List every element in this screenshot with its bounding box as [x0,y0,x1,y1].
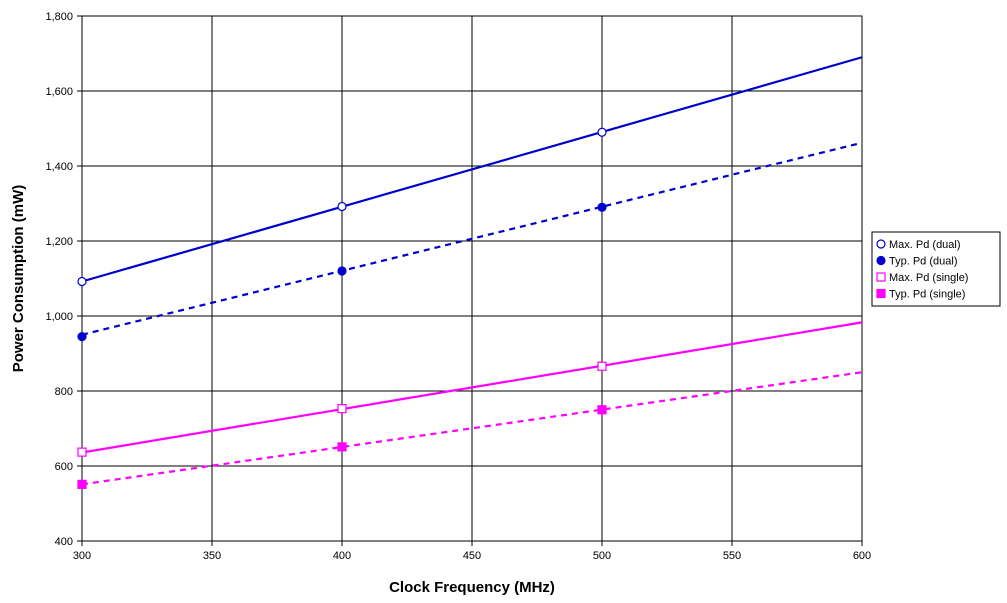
x-axis-ticks: 300 350 400 450 500 550 600 [73,541,871,562]
data-point-max-pd-single [597,361,607,371]
y-tick-label: 1,000 [45,311,73,323]
data-point-typ-pd-single [337,442,347,452]
x-tick-label: 500 [593,550,611,562]
legend-box [871,231,1001,307]
data-point-max-pd-dual [597,127,607,137]
series-max-pd-single [77,321,863,457]
data-point-typ-pd-dual [77,332,87,342]
x-tick-label: 450 [463,550,481,562]
data-point-max-pd-single [337,404,347,414]
y-tick-label: 600 [55,461,73,473]
data-point-typ-pd-dual [337,266,347,276]
y-tick-label: 1,800 [45,11,73,23]
data-point-max-pd-dual [77,276,87,287]
legend: Max. Pd (dual) Typ. Pd (dual) Max. Pd (sin… [871,231,1001,307]
x-tick-label: 550 [723,550,741,562]
x-tick-label: 350 [203,550,221,562]
data-point-typ-pd-single [597,405,607,415]
y-tick-label: 1,400 [45,161,73,173]
legend-label-typ-pd-single: Typ. Pd (single) [889,289,965,301]
legend-label-typ-pd-dual: Typ. Pd (dual) [889,256,957,268]
trend-line-typ-pd-dual [81,141,863,336]
y-axis-ticks: 400 600 800 1,000 1,200 1,400 1,600 1,800 [45,11,82,548]
x-tick-label: 300 [73,550,91,562]
legend-marker-max-pd-dual [876,239,886,249]
legend-label-max-pd-dual: Max. Pd (dual) [889,239,961,251]
legend-marker-max-pd-single [876,272,886,282]
x-tick-label: 600 [853,550,871,562]
legend-label-max-pd-single: Max. Pd (single) [889,272,968,284]
series-layer [77,56,863,489]
legend-marker-typ-pd-dual [876,255,886,266]
data-point-typ-pd-single [77,479,87,489]
y-tick-label: 800 [55,386,73,398]
series-max-pd-dual [77,56,863,287]
series-typ-pd-dual [77,141,863,342]
x-axis-title: Clock Frequency (MHz) [389,579,555,596]
trend-line-max-pd-dual [81,56,863,283]
data-point-typ-pd-dual [597,202,607,212]
gridlines [82,16,862,541]
series-typ-pd-single [77,371,863,489]
data-point-max-pd-single [77,447,87,457]
trend-line-max-pd-single [81,321,863,454]
y-tick-label: 1,200 [45,236,73,248]
y-tick-label: 400 [55,536,73,548]
data-point-max-pd-dual [337,201,347,212]
legend-marker-typ-pd-single [876,288,886,299]
x-tick-label: 400 [333,550,351,562]
y-axis-title: Power Consumption (mW) [10,185,27,373]
y-tick-label: 1,600 [45,86,73,98]
